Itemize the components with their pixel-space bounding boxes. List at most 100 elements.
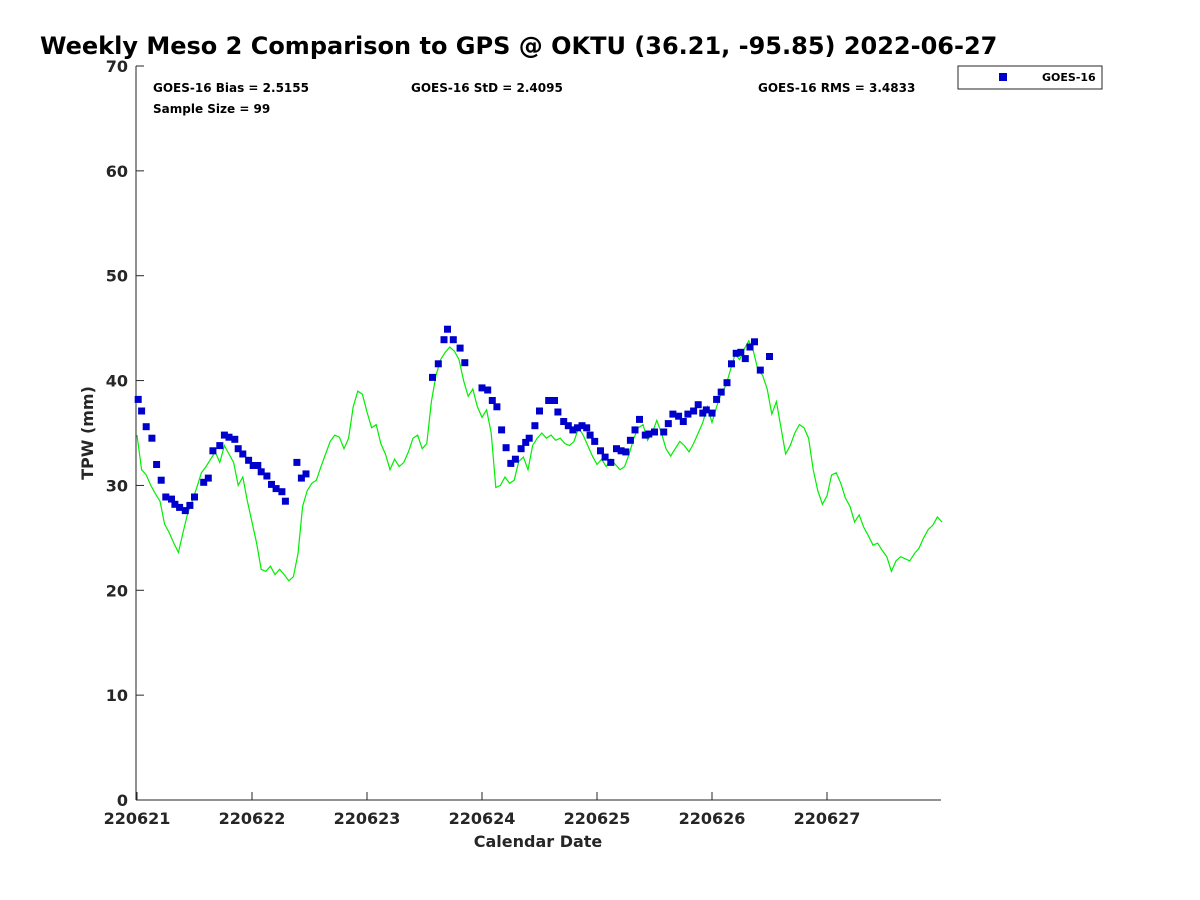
x-tick-label: 220623 [334,809,401,828]
goes-16-point [551,397,558,404]
goes-16-point [607,458,615,466]
y-tick-label: 50 [106,267,128,286]
y-tick-label: 0 [117,791,128,810]
legend-box [957,65,1103,90]
goes-16-point [717,388,725,396]
y-axis-label: TPW (mm) [78,386,97,480]
goes-16-point [578,422,586,430]
goes-16-point [723,379,731,387]
goes-16-point [694,401,702,409]
goes-16-point [498,426,506,434]
goes-16-point [429,373,436,381]
y-tick-label: 70 [106,57,128,76]
goes-16-point [297,474,305,482]
goes-16-point [713,395,721,403]
goes-16-point [216,442,224,450]
goes-16-point [569,426,577,434]
goes-16-point [440,336,448,344]
goes-16-point [245,456,253,464]
chart-title: Weekly Meso 2 Comparison to GPS @ OKTU (… [40,32,997,60]
goes-16-point [525,434,533,442]
goes-16-point [613,445,620,453]
goes-16-point [684,410,692,418]
goes-16-point [522,438,530,446]
goes-16-point [708,409,716,417]
goes-16-point [249,462,257,469]
gps-series-line [136,339,943,582]
goes-16-point [461,359,469,367]
goes-16-point [153,461,161,468]
goes-16-point [591,437,599,445]
goes-16-point [586,431,594,439]
goes-16-point [449,336,457,344]
y-ticks: 0 10 20 30 40 50 60 70 [106,57,144,810]
y-tick-label: 30 [106,476,128,495]
goes-16-point [186,501,194,509]
goes-16-point [478,384,486,392]
goes-16-point [554,408,562,416]
y-tick-label: 10 [106,686,128,705]
y-tick-label: 20 [106,581,128,600]
x-tick-label: 220627 [794,809,861,828]
goes-16-point [171,500,179,508]
goes-16-point [702,406,710,414]
goes-16-point [488,397,496,404]
goes-16-point [272,485,280,493]
goes-16-point [651,428,658,436]
goes-16-point [263,472,271,480]
goes-16-point [176,503,184,511]
goes-16-point [626,436,634,444]
goes-16-point [517,445,525,453]
goes-16-point [157,476,165,484]
gps-series [136,339,943,582]
goes-16-point [434,360,442,368]
goes-16-point [302,470,310,478]
x-tick-label: 220626 [679,809,746,828]
rms-stat: GOES-16 RMS = 3.4833 [758,81,915,95]
legend-marker-goes-16 [999,73,1007,81]
goes-16-point [536,407,543,415]
goes-16-point [545,397,553,404]
goes-16-point [741,355,749,363]
goes-16-point [617,447,625,455]
goes-16-point [732,349,740,357]
goes-16-point [679,418,687,425]
goes-16-point [204,474,212,482]
goes-16-point [168,495,175,503]
goes-16-point [456,344,464,352]
goes-16-point [502,444,510,452]
goes-16-point [622,448,630,456]
goes-16-point [631,426,639,434]
goes-16-point [669,410,677,418]
goes-16-point [766,353,773,360]
plot-area: 0 10 20 30 40 50 60 70 220621 220622 220623 220624… [104,57,943,828]
goes-16-point [231,435,239,443]
goes-16-point [583,424,591,432]
goes-16-point [664,420,672,428]
goes-16-point [209,447,217,455]
y-tick-label: 40 [106,372,128,391]
goes-16-point [142,423,150,431]
goes-16-point [162,493,170,501]
goes-16-point [220,431,228,439]
goes-16-point [746,343,754,351]
goes-16-point [564,422,572,430]
goes-16-point [257,468,265,476]
sample-size-stat: Sample Size = 99 [153,102,270,116]
goes-16-point [138,407,146,415]
goes-16-point [636,415,643,423]
legend-label-goes-16: GOES-16 [1042,71,1096,84]
goes-16-point [225,433,233,441]
goes-16-point [281,497,289,505]
goes-16-point [181,507,189,515]
x-tick-label: 220622 [219,809,286,828]
goes-16-point [148,434,156,442]
goes-16-point [645,430,653,438]
std-stat: GOES-16 StD = 2.4095 [411,81,563,95]
goes-16-point [560,418,568,425]
goes-16-point [134,395,142,403]
goes-16-point [278,488,286,496]
goes-16-point [254,462,262,469]
goes-16-point [234,445,242,453]
goes-16-point [493,403,501,411]
